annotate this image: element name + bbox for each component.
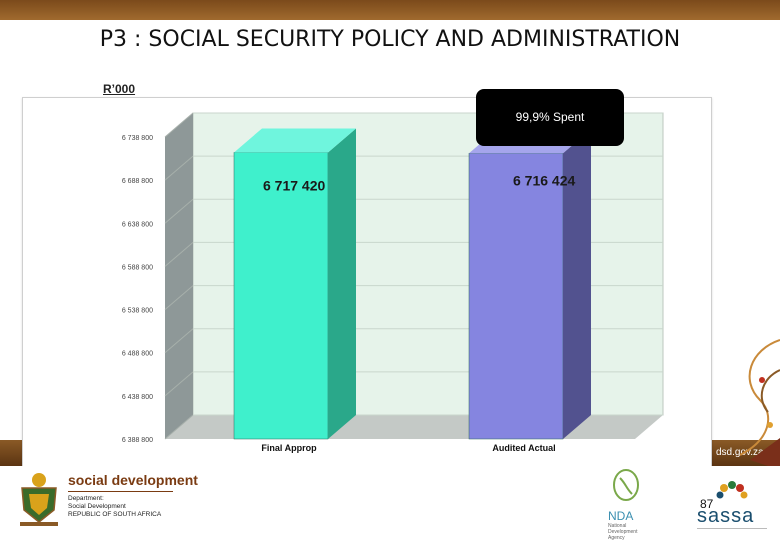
department-brand: social development Department: Social De… <box>68 472 198 519</box>
sassa-tagline-rule <box>697 528 767 529</box>
sassa-wordmark: sassa <box>697 505 755 527</box>
bar <box>468 153 564 440</box>
gridline-side <box>164 155 194 181</box>
page-number: 87 <box>700 497 714 511</box>
y-tick-label: 6 738 800 <box>122 135 153 142</box>
top-decorative-band <box>0 0 780 20</box>
title-bar: P3 : SOCIAL SECURITY POLICY AND ADMINIST… <box>0 20 780 60</box>
y-tick-label: 6 688 800 <box>122 178 153 185</box>
bar-side <box>563 129 591 439</box>
y-tick-label: 6 438 800 <box>122 394 153 401</box>
data-label: 6 717 420 <box>263 177 325 193</box>
y-tick-label: 6 588 800 <box>122 264 153 271</box>
decorative-swirl-graphic <box>739 339 780 470</box>
unit-label: R’000 <box>103 82 136 96</box>
gridline-side <box>164 242 194 267</box>
y-tick-label: 6 538 800 <box>122 308 153 315</box>
footer <box>0 466 780 540</box>
gridline-side <box>164 112 194 138</box>
department-line: REPUBLIC OF SOUTH AFRICA <box>68 511 162 518</box>
spent-callout: 99,9% Spent <box>476 89 624 146</box>
nda-logo: NDA National Development Agency <box>608 468 658 541</box>
gridline-side <box>164 414 194 440</box>
gridline-side <box>164 285 194 310</box>
nda-emblem-icon <box>613 469 639 501</box>
chart-frame: 6 388 800 6 438 800 6 488 800 6 538 800 6 58… <box>22 97 712 469</box>
nda-subtitle: Agency <box>608 535 625 541</box>
nda-subtitle: Development <box>608 529 638 535</box>
coat-of-arms-icon <box>20 473 58 526</box>
x-tick-label: Audited Actual <box>492 443 555 453</box>
bar <box>233 152 329 440</box>
nda-subtitle: National <box>608 523 627 529</box>
gridline-side <box>164 371 194 397</box>
slide-title: P3 : SOCIAL SECURITY POLICY AND ADMINIST… <box>99 27 681 52</box>
y-tick-label: 6 488 800 <box>122 351 153 358</box>
url-fragment: dsd.gov.za <box>716 447 764 458</box>
department-line: Department: <box>68 495 104 502</box>
nda-name: NDA <box>608 509 634 523</box>
sassa-emblem-icon <box>716 481 748 499</box>
y-tick-label: 6 388 800 <box>122 437 153 444</box>
y-tick-label: 6 638 800 <box>122 221 153 228</box>
brand-name: social development <box>68 472 198 488</box>
brand-rule <box>68 491 173 492</box>
x-tick-label: Final Approp <box>261 443 317 453</box>
bar-top <box>234 128 356 153</box>
gridline-side <box>164 198 194 224</box>
bar-chart: 6 388 800 6 438 800 6 488 800 6 538 800 6 58… <box>122 112 664 453</box>
bar-side <box>328 128 356 440</box>
department-line: Social Development <box>68 503 126 510</box>
data-label: 6 716 424 <box>513 172 575 188</box>
chart-side-wall <box>165 113 193 439</box>
gridline-side <box>164 328 194 354</box>
